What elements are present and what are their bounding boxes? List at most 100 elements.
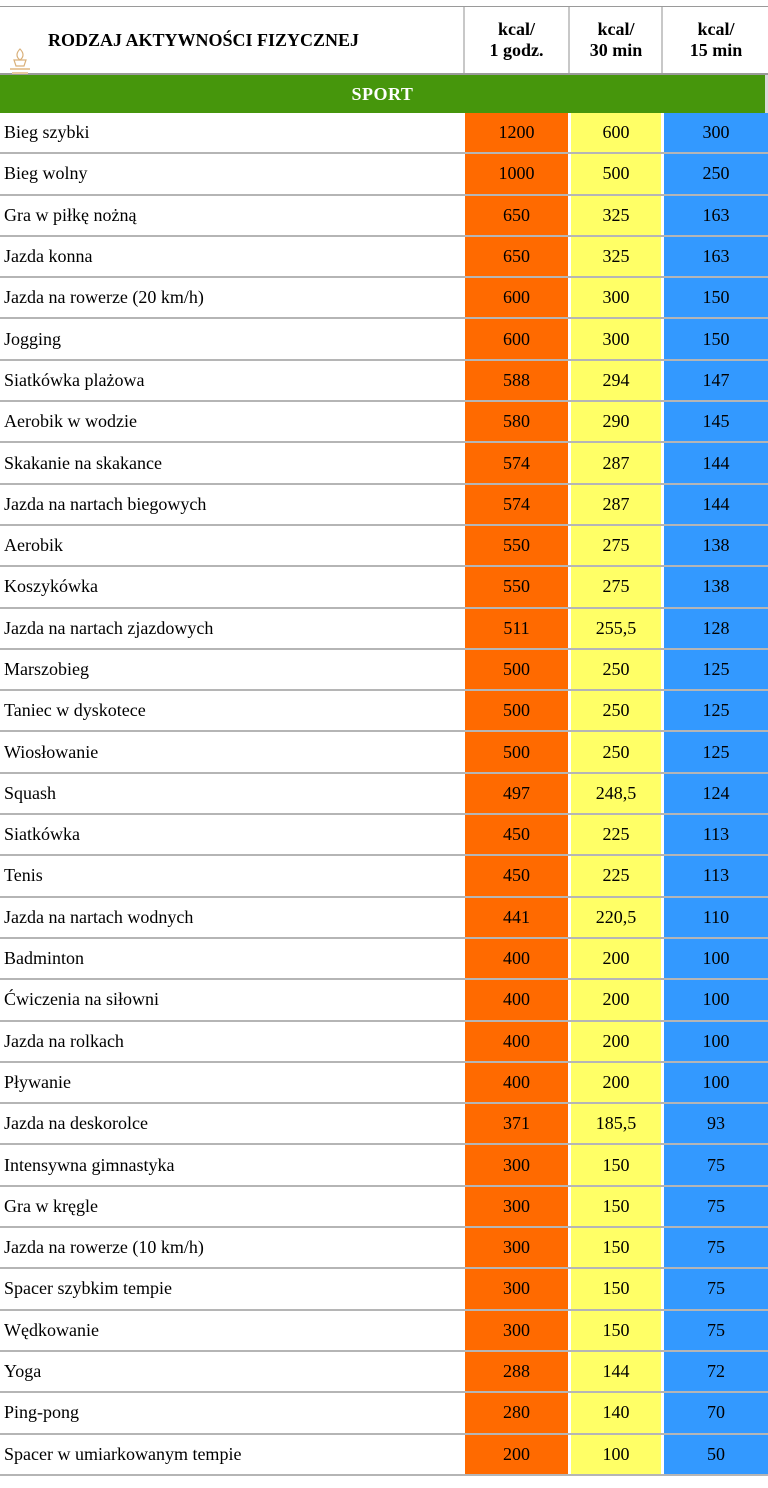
table-row: Aerobik 550 275 138 bbox=[0, 525, 768, 568]
activity-name: Tenis bbox=[4, 865, 43, 886]
kcal-15min-value: 145 bbox=[664, 402, 768, 442]
kcal-15min-value: 125 bbox=[664, 649, 768, 690]
activity-name: Bieg wolny bbox=[4, 163, 88, 184]
kcal-30min-value: 250 bbox=[571, 649, 661, 690]
activity-name: Spacer szybkim tempie bbox=[4, 1278, 172, 1299]
activity-name: Pływanie bbox=[4, 1071, 71, 1092]
kcal-15min-value: 125 bbox=[664, 732, 768, 772]
table-header: RODZAJ AKTYWNOŚCI FIZYCZNEJ kcal/ 1 godz… bbox=[0, 6, 768, 75]
kcal-15min-value: 100 bbox=[664, 1021, 768, 1061]
kcal-15min-value: 150 bbox=[664, 319, 768, 359]
kcal-hour-value: 300 bbox=[465, 1228, 568, 1268]
kcal-hour-value: 550 bbox=[465, 567, 568, 607]
kcal-hour-value: 574 bbox=[465, 484, 568, 524]
activity-name: Wędkowanie bbox=[4, 1319, 99, 1340]
table-row: Spacer w umiarkowanym tempie 200 100 50 bbox=[0, 1434, 768, 1476]
table-row: Taniec w dyskotece 500 250 125 bbox=[0, 691, 768, 733]
calorie-table: RODZAJ AKTYWNOŚCI FIZYCZNEJ kcal/ 1 godz… bbox=[0, 6, 768, 1476]
kcal-15min-value: 300 bbox=[664, 113, 768, 153]
kcal-15min-value: 50 bbox=[664, 1434, 768, 1474]
table-row: Koszykówka 550 275 138 bbox=[0, 567, 768, 609]
table-body: Bieg szybki 1200 600 300 Bieg wolny 1000 500 25… bbox=[0, 113, 768, 1476]
kcal-15min-value: 72 bbox=[664, 1351, 768, 1392]
activity-name: Siatkówka bbox=[4, 824, 80, 845]
activity-name: Gra w kręgle bbox=[4, 1195, 98, 1216]
kcal-30min-value: 225 bbox=[571, 815, 661, 855]
kcal-15min-value: 138 bbox=[664, 567, 768, 607]
kcal-30min-value: 248,5 bbox=[571, 773, 661, 814]
kcal-15min-value: 75 bbox=[664, 1228, 768, 1268]
table-row: Jazda na nartach wodnych 441 220,5 110 bbox=[0, 897, 768, 939]
kcal-30min-value: 250 bbox=[571, 732, 661, 772]
table-row: Jazda na rolkach 400 200 100 bbox=[0, 1021, 768, 1063]
kcal-hour-value: 300 bbox=[465, 1310, 568, 1350]
kcal-hour-value: 500 bbox=[465, 732, 568, 772]
header-kcal-30min: kcal/ 30 min bbox=[589, 19, 643, 60]
kcal-15min-value: 163 bbox=[664, 236, 768, 277]
kcal-30min-value: 275 bbox=[571, 567, 661, 607]
kcal-15min-value: 93 bbox=[664, 1104, 768, 1144]
kcal-15min-value: 147 bbox=[664, 360, 768, 401]
table-row: Bieg szybki 1200 600 300 bbox=[0, 113, 768, 155]
kcal-15min-value: 128 bbox=[664, 608, 768, 648]
activity-name: Gra w piłkę nożną bbox=[4, 204, 137, 225]
kcal-hour-value: 371 bbox=[465, 1104, 568, 1144]
kcal-30min-value: 275 bbox=[571, 525, 661, 566]
kcal-hour-value: 400 bbox=[465, 980, 568, 1020]
table-row: Aerobik w wodzie 580 290 145 bbox=[0, 402, 768, 444]
table-row: Siatkówka plażowa 588 294 147 bbox=[0, 360, 768, 403]
kcal-hour-value: 450 bbox=[465, 856, 568, 896]
kcal-hour-value: 600 bbox=[465, 319, 568, 359]
kcal-15min-value: 110 bbox=[664, 897, 768, 937]
activity-name: Koszykówka bbox=[4, 576, 98, 597]
activity-name: Intensywna gimnastyka bbox=[4, 1154, 175, 1175]
kcal-hour-value: 574 bbox=[465, 443, 568, 483]
activity-name: Jazda na deskorolce bbox=[4, 1113, 148, 1134]
activity-name: Jazda konna bbox=[4, 246, 93, 267]
kcal-hour-value: 200 bbox=[465, 1434, 568, 1474]
kcal-30min-value: 287 bbox=[571, 484, 661, 524]
table-row: Marszobieg 500 250 125 bbox=[0, 649, 768, 692]
activity-name: Wiosłowanie bbox=[4, 741, 99, 762]
kcal-30min-value: 150 bbox=[571, 1145, 661, 1185]
table-row: Bieg wolny 1000 500 250 bbox=[0, 154, 768, 196]
kcal-30min-value: 200 bbox=[571, 938, 661, 979]
header-kcal-15min: kcal/ 15 min bbox=[689, 19, 743, 60]
kcal-hour-value: 300 bbox=[465, 1186, 568, 1227]
kcal-30min-value: 600 bbox=[571, 113, 661, 153]
table-row: Ping-pong 280 140 70 bbox=[0, 1393, 768, 1435]
kcal-15min-value: 163 bbox=[664, 195, 768, 235]
kcal-15min-value: 75 bbox=[664, 1186, 768, 1227]
table-row: Jazda na rowerze (20 km/h) 600 300 150 bbox=[0, 278, 768, 320]
activity-name: Jazda na nartach zjazdowych bbox=[4, 617, 214, 638]
kcal-30min-value: 200 bbox=[571, 1021, 661, 1061]
activity-name: Jogging bbox=[4, 328, 62, 349]
kcal-30min-value: 294 bbox=[571, 360, 661, 401]
section-sport: SPORT bbox=[0, 75, 768, 113]
kcal-30min-value: 250 bbox=[571, 691, 661, 731]
kcal-15min-value: 113 bbox=[664, 815, 768, 855]
table-row: Jazda na nartach zjazdowych 511 255,5 128 bbox=[0, 608, 768, 650]
kcal-hour-value: 600 bbox=[465, 278, 568, 318]
kcal-15min-value: 75 bbox=[664, 1145, 768, 1185]
kcal-30min-value: 300 bbox=[571, 319, 661, 359]
kcal-hour-value: 497 bbox=[465, 773, 568, 814]
activity-name: Jazda na rowerze (20 km/h) bbox=[4, 287, 204, 308]
kcal-30min-value: 300 bbox=[571, 278, 661, 318]
kcal-hour-value: 500 bbox=[465, 691, 568, 731]
kcal-hour-value: 1000 bbox=[465, 154, 568, 194]
activity-name: Siatkówka plażowa bbox=[4, 369, 145, 390]
header-activity-label: RODZAJ AKTYWNOŚCI FIZYCZNEJ bbox=[48, 29, 360, 50]
kcal-hour-value: 400 bbox=[465, 1062, 568, 1103]
kcal-hour-value: 400 bbox=[465, 938, 568, 979]
table-row: Squash 497 248,5 124 bbox=[0, 773, 768, 816]
kcal-hour-value: 511 bbox=[465, 608, 568, 648]
table-row: Skakanie na skakance 574 287 144 bbox=[0, 443, 768, 485]
table-row: Yoga 288 144 72 bbox=[0, 1351, 768, 1394]
activity-name: Yoga bbox=[4, 1361, 42, 1382]
table-row: Wiosłowanie 500 250 125 bbox=[0, 732, 768, 774]
kcal-30min-value: 200 bbox=[571, 1062, 661, 1103]
kcal-30min-value: 100 bbox=[571, 1434, 661, 1474]
kcal-hour-value: 650 bbox=[465, 236, 568, 277]
kcal-15min-value: 150 bbox=[664, 278, 768, 318]
